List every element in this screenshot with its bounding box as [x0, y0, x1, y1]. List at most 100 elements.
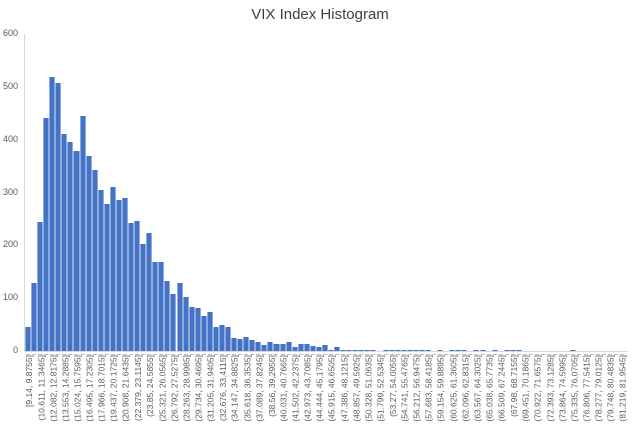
x-tick-label: (35.618, 36.3535]	[242, 355, 253, 422]
x-tick-mark	[383, 354, 388, 355]
x-tick-mark	[438, 354, 443, 355]
x-tick-mark	[450, 354, 455, 355]
x-tick-mark	[74, 354, 79, 355]
x-tick-mark	[238, 354, 243, 355]
x-tick-mark	[177, 354, 182, 355]
x-tick-mark	[225, 354, 230, 355]
y-tick-label: 100	[2, 292, 18, 303]
x-tick-mark	[565, 354, 570, 355]
histogram-bar	[134, 221, 141, 351]
histogram-bar	[418, 350, 425, 351]
x-tick-mark	[219, 354, 224, 355]
x-tick-mark	[498, 354, 503, 355]
x-tick-mark	[262, 354, 267, 355]
histogram-bar	[358, 350, 365, 351]
histogram-bar	[31, 283, 38, 351]
y-tick-label: 600	[2, 28, 18, 38]
x-tick-mark	[425, 354, 430, 355]
x-tick-mark	[413, 354, 418, 355]
histogram-bar	[218, 325, 225, 351]
x-tick-mark	[395, 354, 400, 355]
histogram-bar	[370, 350, 377, 351]
x-tick-label: (47.386, 48.1215]	[339, 355, 350, 422]
x-tick-label: (38.56, 39.2955]	[266, 355, 277, 417]
histogram-bar	[364, 350, 371, 351]
histogram-bar	[328, 350, 335, 351]
x-tick-label: (65.038, 65.7735]	[484, 355, 495, 422]
histogram-bar	[285, 341, 292, 351]
histogram-bar	[97, 189, 104, 351]
x-tick-label: (20.908, 21.6435]	[120, 355, 131, 422]
x-tick-mark	[104, 354, 109, 355]
x-tick-mark	[504, 354, 509, 355]
x-tick-mark	[183, 354, 188, 355]
x-tick-mark	[122, 354, 127, 355]
x-tick-mark	[165, 354, 170, 355]
x-tick-mark	[468, 354, 473, 355]
y-axis-line	[24, 34, 25, 352]
x-tick-mark	[510, 354, 515, 355]
x-tick-mark	[474, 354, 479, 355]
x-tick-mark	[535, 354, 540, 355]
x-tick-mark	[159, 354, 164, 355]
x-tick-mark	[195, 354, 200, 355]
histogram-bar	[437, 350, 444, 351]
x-tick-label: (63.567, 64.3025]	[472, 355, 483, 422]
x-tick-mark	[141, 354, 146, 355]
histogram-bar	[146, 233, 153, 351]
x-axis-labels: [9.14, 9.8755] (10.611, 11.3465] (12.082, …	[24, 355, 628, 433]
x-tick-label: (66.509, 67.2445]	[496, 355, 507, 422]
x-tick-mark	[516, 354, 521, 355]
histogram-bar	[152, 261, 159, 351]
x-tick-mark	[377, 354, 382, 355]
x-tick-mark	[432, 354, 437, 355]
x-tick-label: (10.611, 11.3465]	[36, 355, 47, 421]
histogram-bar	[346, 350, 353, 351]
histogram-bar	[515, 350, 522, 351]
chart-title: VIX Index Histogram	[251, 6, 389, 23]
histogram-bar	[461, 350, 468, 351]
histogram-bar	[91, 170, 98, 351]
histogram-bar	[303, 343, 310, 351]
x-tick-mark	[462, 354, 467, 355]
histogram-bar	[212, 327, 219, 351]
x-tick-mark	[486, 354, 491, 355]
x-tick-label: (12.082, 12.8175]	[48, 355, 59, 422]
x-tick-label: (26.792, 27.5275]	[169, 355, 180, 422]
x-tick-mark	[613, 354, 618, 355]
x-tick-mark	[335, 354, 340, 355]
x-tick-mark	[595, 354, 600, 355]
x-tick-mark	[553, 354, 558, 355]
histogram-bar	[237, 338, 244, 351]
x-tick-mark	[607, 354, 612, 355]
histogram-bar	[55, 82, 62, 351]
x-tick-mark	[365, 354, 370, 355]
histogram-bar	[321, 344, 328, 351]
x-tick-mark	[541, 354, 546, 355]
histogram-bar	[164, 281, 171, 351]
x-tick-mark	[522, 354, 527, 355]
histogram-bar	[297, 343, 304, 351]
x-tick-mark	[244, 354, 249, 355]
x-tick-mark	[207, 354, 212, 355]
x-tick-mark	[189, 354, 194, 355]
x-tick-mark	[44, 354, 49, 355]
x-tick-mark	[26, 354, 30, 355]
histogram-bar	[261, 345, 268, 351]
x-tick-mark	[68, 354, 73, 355]
x-tick-mark	[153, 354, 158, 355]
x-tick-mark	[135, 354, 140, 355]
histogram-bar	[449, 350, 456, 351]
x-tick-mark	[329, 354, 333, 355]
x-tick-label: (19.437, 20.1725]	[108, 355, 119, 422]
x-tick-mark	[232, 354, 237, 355]
x-tick-label: (28.263, 28.9985]	[181, 355, 192, 422]
x-tick-mark	[286, 354, 291, 355]
x-tick-mark	[32, 354, 37, 355]
histogram-bar	[406, 350, 413, 351]
histogram-bar	[412, 349, 419, 351]
x-tick-label: (42.973, 43.7085]	[302, 355, 313, 422]
histogram-bar	[388, 349, 395, 351]
x-tick-mark	[492, 354, 497, 355]
x-tick-label: (50.328, 51.0635]	[363, 355, 374, 422]
